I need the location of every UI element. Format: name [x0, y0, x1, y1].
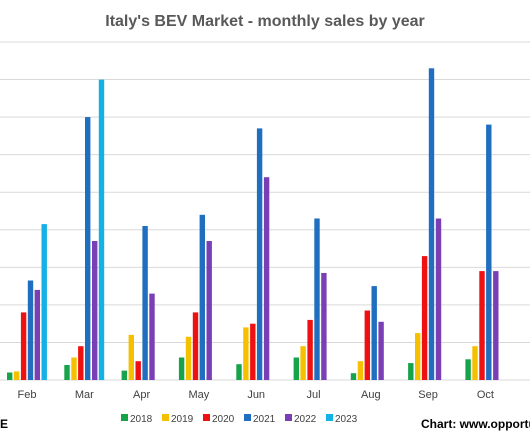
bar-jun-2018: [236, 364, 242, 380]
bar-feb-2018: [7, 372, 13, 380]
bar-mar-2023: [98, 79, 105, 380]
bar-jul-2020: [307, 319, 313, 380]
x-tick-label-sep: Sep: [418, 389, 438, 401]
bar-apr-2019: [128, 334, 134, 380]
bar-oct-2019: [472, 346, 478, 380]
legend-swatch-2020: [203, 414, 210, 421]
bar-may-2020: [192, 312, 199, 380]
x-tick-label-jun: Jun: [247, 389, 265, 401]
bar-feb-2022: [34, 289, 40, 380]
bar-jun-2021: [256, 128, 263, 380]
bar-oct-2022: [493, 271, 499, 380]
x-tick-label-aug: Aug: [361, 389, 381, 401]
bar-may-2022: [206, 241, 212, 380]
bar-jun-2019: [243, 327, 249, 380]
legend-label-2022: 2022: [294, 414, 317, 425]
x-tick-label-feb: Feb: [18, 389, 37, 401]
bar-mar-2018: [64, 365, 70, 380]
bar-aug-2018: [350, 373, 357, 380]
bar-feb-2021: [27, 280, 34, 380]
bar-feb-2020: [20, 312, 27, 380]
x-tick-label-may: May: [189, 389, 210, 401]
bar-mar-2022: [92, 241, 98, 380]
bars: [7, 68, 499, 381]
bar-apr-2021: [142, 226, 148, 380]
legend-label-2019: 2019: [171, 414, 194, 425]
x-tick-label-oct: Oct: [477, 389, 494, 401]
bar-feb-2023: [41, 224, 47, 380]
bar-feb-2019: [13, 371, 20, 380]
chart-credit: Chart: www.opportu: [421, 417, 530, 431]
bar-oct-2018: [465, 359, 471, 380]
bar-aug-2019: [357, 361, 364, 380]
bar-sep-2022: [435, 218, 442, 380]
legend-swatch-2018: [121, 414, 128, 421]
bar-aug-2022: [378, 321, 384, 380]
bar-sep-2020: [421, 256, 428, 380]
legend-swatch-2022: [285, 414, 292, 421]
bar-mar-2020: [78, 346, 84, 380]
x-tick-label-jul: Jul: [306, 389, 320, 401]
legend-label-2020: 2020: [212, 414, 235, 425]
legend-label-2021: 2021: [253, 414, 276, 425]
bar-sep-2019: [415, 333, 421, 380]
bar-jul-2022: [321, 273, 327, 380]
x-axis-labels: Feb Mar Apr May Jun Jul Aug Sep Oct: [18, 389, 494, 401]
chart-title: Italy's BEV Market - monthly sales by ye…: [105, 13, 425, 30]
legend: 2018 2019 2020 2021 2022 2023: [121, 414, 358, 425]
footer-left-fragment: E: [0, 417, 8, 431]
legend-swatch-2019: [162, 414, 169, 421]
legend-swatch-2023: [326, 414, 333, 421]
bar-jul-2019: [300, 346, 306, 380]
bar-sep-2018: [408, 363, 414, 380]
bar-jul-2018: [293, 357, 299, 380]
bar-apr-2018: [121, 370, 127, 380]
bar-apr-2022: [149, 293, 155, 380]
bar-sep-2021: [428, 68, 435, 381]
bar-aug-2020: [364, 310, 370, 380]
bar-may-2021: [199, 214, 205, 380]
bar-may-2018: [178, 357, 185, 380]
bar-apr-2020: [135, 361, 141, 380]
bar-jun-2022: [263, 177, 270, 380]
bar-mar-2021: [85, 117, 91, 380]
legend-label-2023: 2023: [335, 414, 358, 425]
bar-may-2019: [185, 336, 192, 380]
bar-jun-2020: [250, 323, 256, 380]
bar-oct-2020: [479, 271, 485, 380]
bar-aug-2021: [371, 286, 377, 380]
x-tick-label-apr: Apr: [133, 389, 150, 401]
bar-mar-2019: [71, 357, 77, 380]
bar-oct-2021: [486, 124, 492, 380]
legend-label-2018: 2018: [130, 414, 153, 425]
x-tick-label-mar: Mar: [75, 389, 94, 401]
legend-swatch-2021: [244, 414, 251, 421]
bar-jul-2021: [314, 218, 320, 380]
